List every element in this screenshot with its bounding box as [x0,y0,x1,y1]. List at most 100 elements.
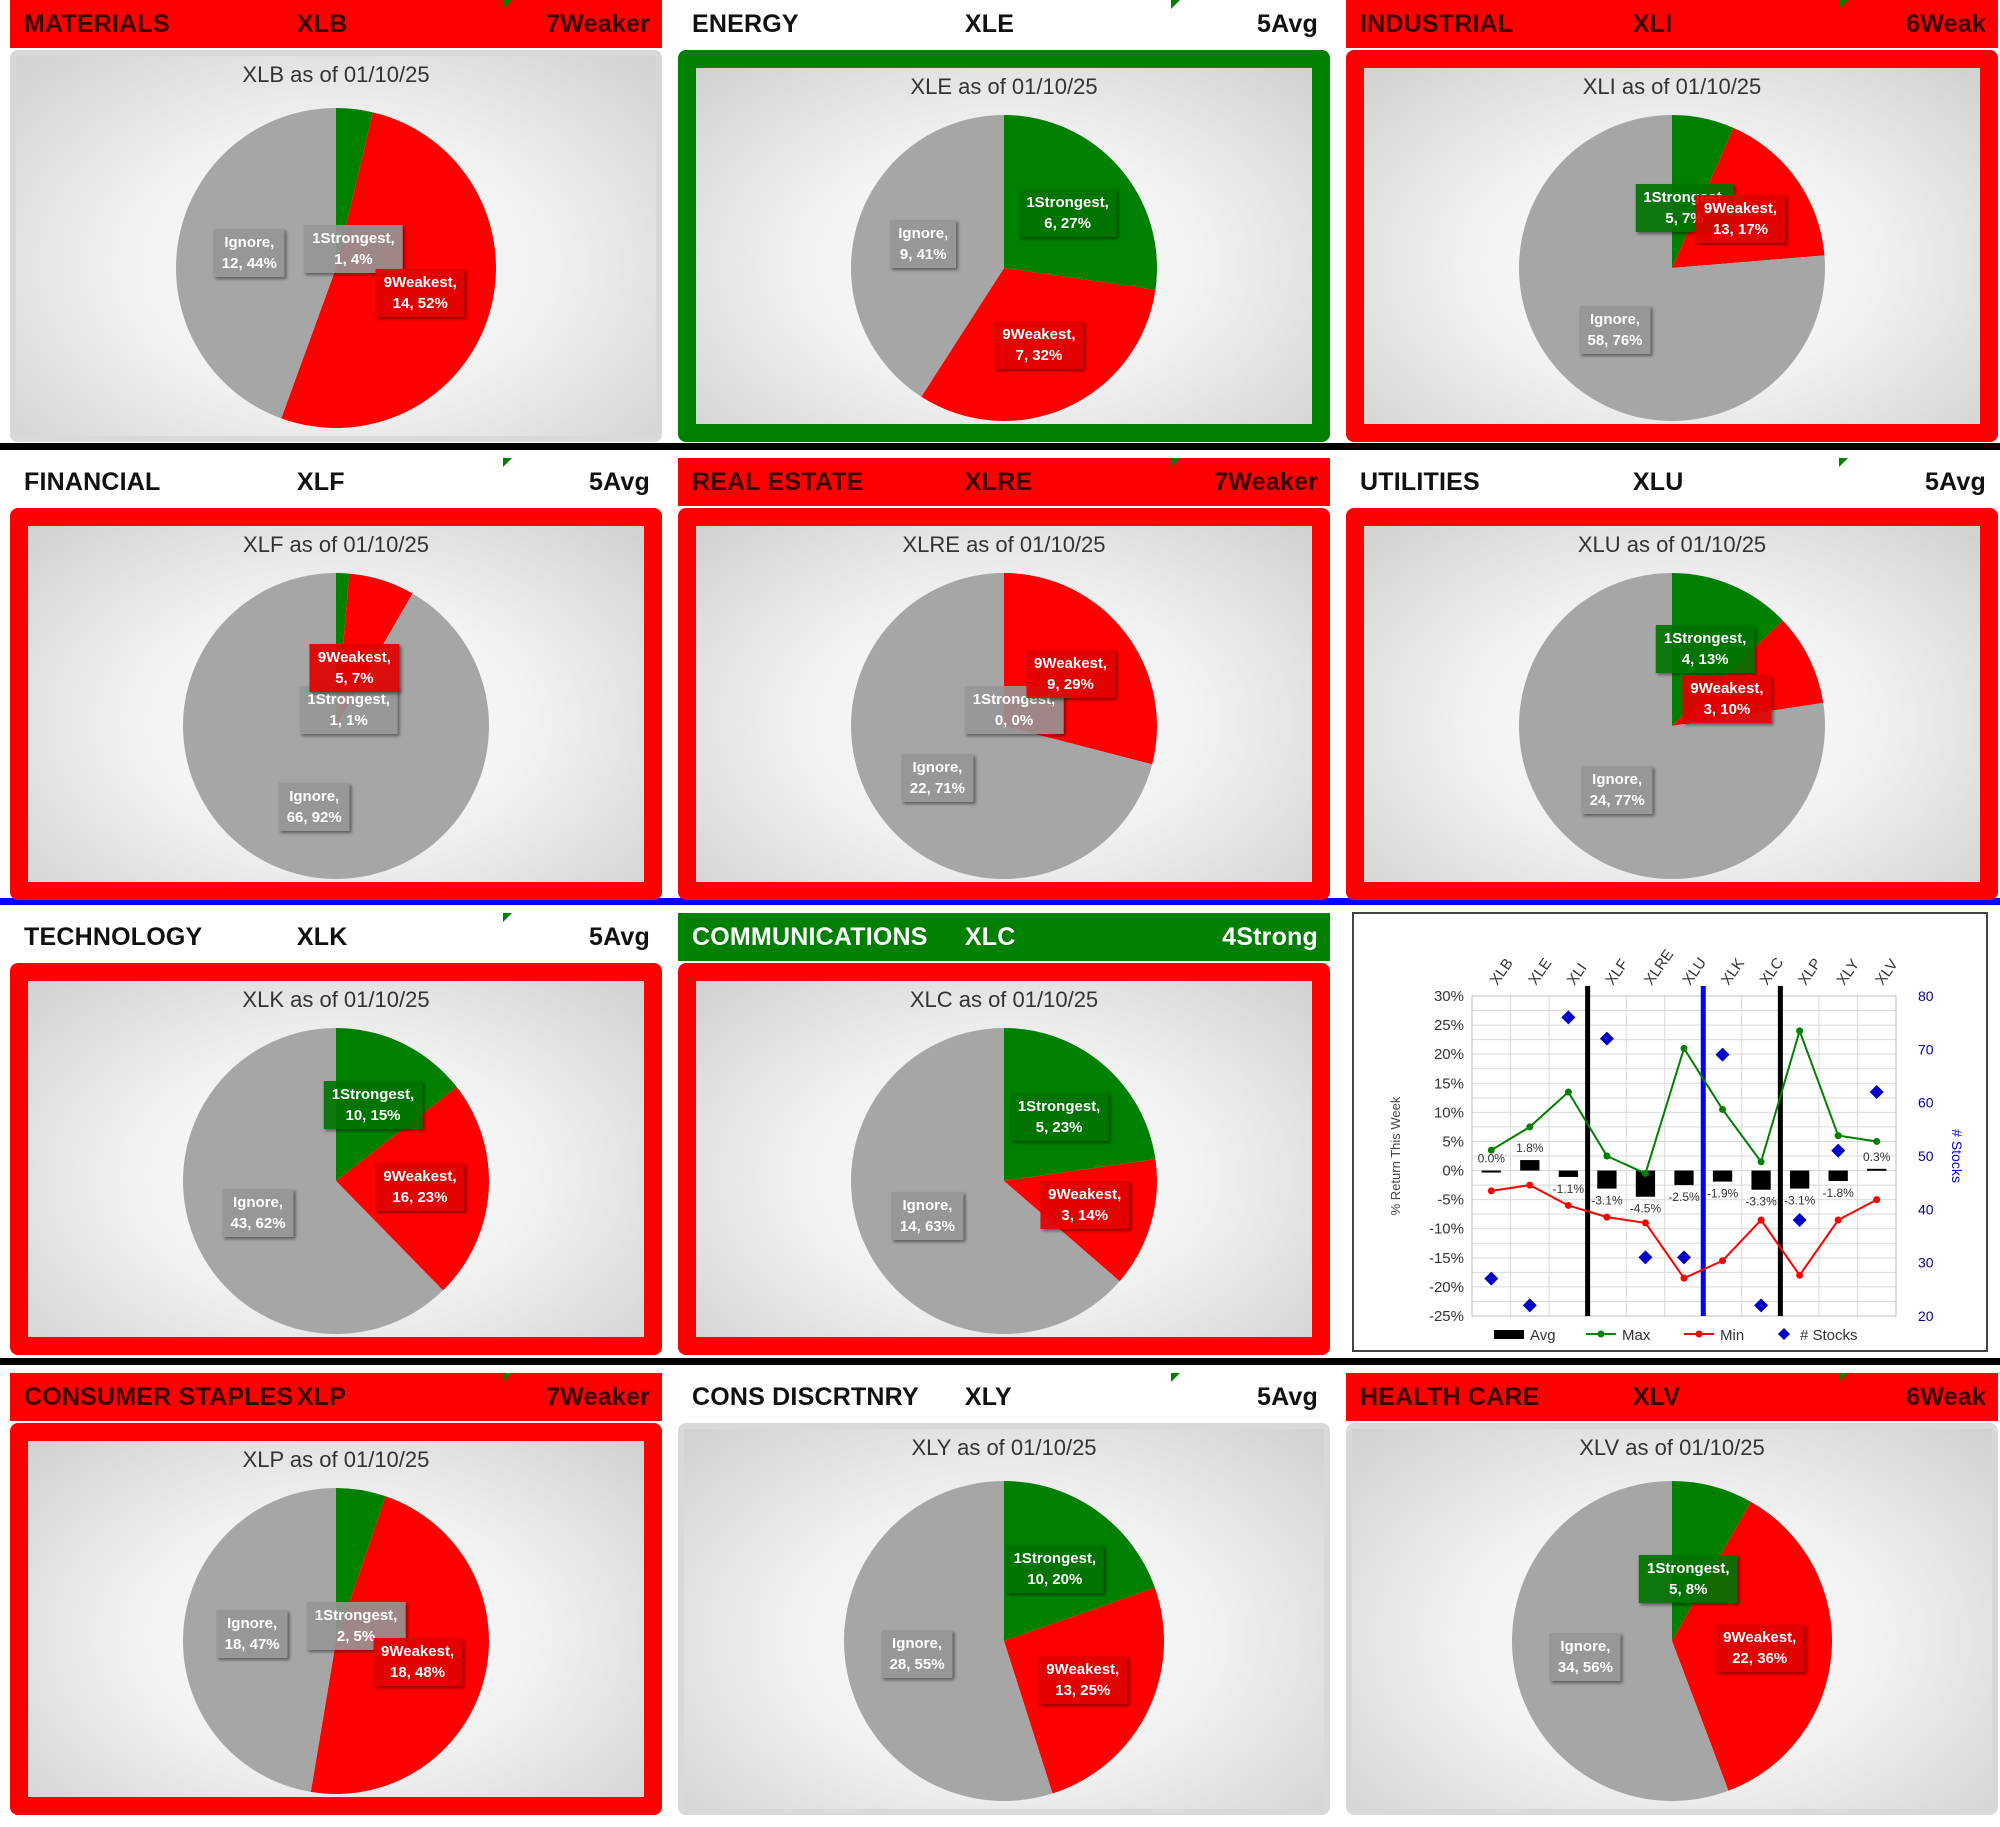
xli-pie-panel: XLI as of 01/10/25 1Strongest, 5, 7% 9Weake… [1346,50,1998,442]
avg-bar [1867,1168,1887,1171]
x-tick-label: XLRE [1641,946,1677,988]
x-tick-label: XLU [1679,955,1710,989]
y2-tick-label: 70 [1918,1041,1934,1057]
row-separator-3 [0,1358,2000,1365]
slice-value: 5, 7% [335,669,374,687]
slice-name: 1Strongest, [307,690,390,708]
pie-label-ignore: Ignore, 9, 41% [890,220,957,269]
min-point [1603,1213,1611,1221]
avg-bar [1674,1170,1694,1186]
xly-header: CONS DISCRTNRY XLY 5Avg [678,1373,1330,1421]
cell-comment-marker [1839,458,1848,467]
pie-label-9weakest: 9Weakest, 16, 23% [375,1162,465,1211]
avg-bar [1481,1170,1501,1173]
min-point [1641,1219,1649,1227]
sector-name: TECHNOLOGY [24,922,203,951]
legend-max-label: Max [1622,1327,1651,1344]
xlc-pie-panel: XLC as of 01/10/25 1Strongest, 5, 23% 9Weak… [678,963,1330,1355]
y-tick-label: 15% [1434,1075,1464,1092]
xly-chart-area: XLY as of 01/10/25 1Strongest, 10, 20% 9Wea… [684,1429,1324,1809]
sector-rating: 7Weaker [546,9,650,38]
y-tick-label: 25% [1434,1017,1464,1034]
avg-bar [1751,1170,1771,1190]
y-tick-label: -20% [1429,1279,1464,1296]
slice-value: 7, 32% [1015,346,1063,364]
avg-data-label: -2.5% [1668,1190,1700,1204]
pie-label-1strongest: 1Strongest, 10, 20% [1005,1545,1105,1594]
sector-rating: 5Avg [1256,1382,1318,1411]
slice-value: 5, 8% [1669,1581,1708,1599]
cell-comment-marker [1171,458,1180,467]
slice-value: 22, 71% [909,779,965,797]
max-point [1719,1105,1727,1113]
avg-bar [1635,1170,1656,1197]
stock-count-point [1677,1250,1691,1265]
pie-label-ignore: Ignore, 43, 62% [222,1188,294,1237]
max-point [1834,1132,1842,1140]
stock-count-point [1792,1213,1807,1227]
sector-rating: 5Avg [1924,467,1986,496]
slice-value: 10, 15% [345,1107,401,1125]
slice-name: 9Weakest, [383,1167,457,1185]
max-point [1526,1123,1534,1131]
row-separator-1 [0,443,2000,450]
pie-slice-ignore [183,1028,443,1334]
min-point [1719,1257,1727,1265]
slice-name: 9Weakest, [1046,1661,1120,1679]
slice-name: 1Strongest, [1013,1550,1097,1568]
slice-value: 66, 92% [286,809,342,827]
slice-value: 14, 52% [392,295,448,313]
slice-value: 0, 0% [994,711,1034,729]
sector-name: UTILITIES [1360,467,1480,496]
stock-count-point [1599,1031,1614,1046]
slice-value: 5, 7% [1665,210,1704,228]
slice-name: Ignore, [912,758,963,776]
slice-value: 18, 48% [390,1663,446,1681]
avg-data-label: -1.9% [1707,1187,1739,1201]
x-tick-label: XLE [1525,955,1555,988]
sector-ticker: XLF [296,467,345,496]
chart-title: XLV as of 01/10/25 [1579,1435,1765,1460]
slice-value: 9, 29% [1047,676,1094,694]
pie-label-9weakest: 9Weakest, 5, 7% [309,643,399,692]
sector-ticker: XLV [1632,1382,1681,1411]
cell-comment-marker [1171,0,1180,9]
min-point [1680,1274,1688,1282]
y-tick-label: 5% [1442,1133,1464,1150]
sector-rating: 6Weak [1906,9,1986,38]
max-point [1757,1158,1765,1166]
y2-axis-title: # Stocks [1949,1129,1965,1183]
legend-min-label: Min [1720,1327,1744,1344]
pie-label-1strongest: 1Strongest, 5, 8% [1639,1555,1738,1604]
weekly-return-chart-svg: 30% 25% 20% 15% 10% 5% 0% -5% -10% -15% -20% -25% 80… [1388,946,1965,1344]
avg-data-label: -1.1% [1553,1182,1585,1196]
x-tick-label: XLK [1718,955,1748,988]
slice-value: 58, 76% [1587,331,1643,349]
pie-label-ignore: Ignore, 22, 71% [901,753,973,802]
legend-stocks-label: # Stocks [1800,1327,1858,1344]
chart-title: XLK as of 01/10/25 [242,987,430,1012]
pie-chart [844,1481,1164,1801]
sector-ticker: XLB [296,9,348,38]
weekly-return-chart: 30% 25% 20% 15% 10% 5% 0% -5% -10% -15% -20% -25% 80… [1352,912,1988,1352]
pie-label-1strongest: 1Strongest, 1, 4% [304,225,403,274]
slice-value: 13, 17% [1712,221,1769,239]
pie-label-1strongest: 1Strongest, 5, 23% [1009,1093,1109,1142]
slice-value: 18, 47% [224,1636,280,1654]
avg-data-label: 0.0% [1478,1152,1506,1166]
min-point [1526,1181,1534,1189]
y2-tick-label: 80 [1918,988,1934,1004]
pie-label-9weakest: 9Weakest, 9, 29% [1025,650,1116,699]
y-tick-label: -25% [1429,1308,1464,1325]
sector-ticker: XLRE [964,467,1033,496]
cell-comment-marker [503,913,512,922]
slice-value: 22, 36% [1732,1649,1788,1667]
pie-label-ignore: Ignore, 34, 56% [1549,1632,1621,1681]
chart-title: XLU as of 01/10/25 [1577,532,1767,557]
sector-ticker: XLI [1632,9,1673,38]
plot-area [1471,995,1897,1317]
sector-ticker: XLC [964,922,1016,951]
slice-name: 9Weakest, [1002,325,1076,343]
slice-value: 14, 63% [899,1217,955,1235]
chart-title: XLP as of 01/10/25 [242,1447,430,1472]
